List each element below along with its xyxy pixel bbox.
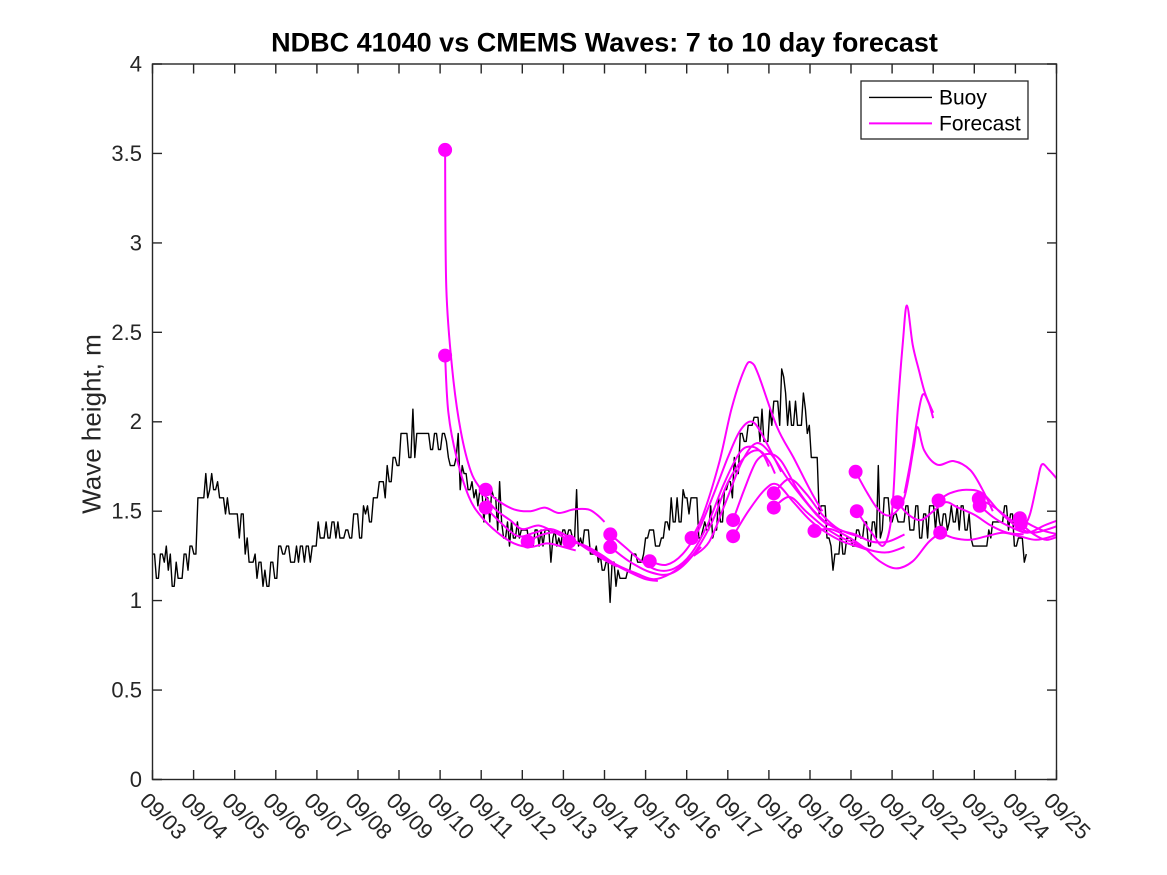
svg-text:1.5: 1.5 xyxy=(111,499,142,524)
svg-text:Buoy: Buoy xyxy=(939,87,987,110)
svg-text:Forecast: Forecast xyxy=(939,113,1021,136)
svg-text:NDBC 41040 vs CMEMS Waves: 7 t: NDBC 41040 vs CMEMS Waves: 7 to 10 day f… xyxy=(271,28,938,58)
svg-text:0.5: 0.5 xyxy=(111,678,142,703)
svg-text:2.5: 2.5 xyxy=(111,320,142,345)
svg-text:1: 1 xyxy=(130,588,142,613)
svg-text:Wave height, m: Wave height, m xyxy=(77,334,107,514)
svg-text:0: 0 xyxy=(130,767,142,792)
svg-text:3: 3 xyxy=(130,230,142,255)
svg-text:2: 2 xyxy=(130,409,142,434)
svg-text:3.5: 3.5 xyxy=(111,141,142,166)
svg-text:4: 4 xyxy=(130,52,142,77)
